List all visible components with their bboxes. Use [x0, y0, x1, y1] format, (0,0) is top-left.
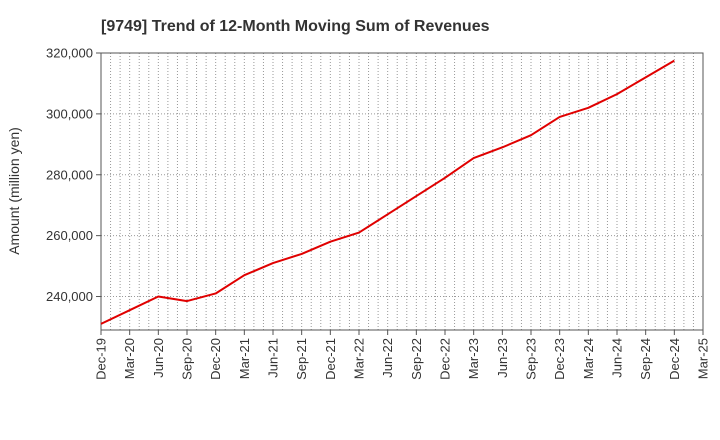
x-tick-label: Jun-22 [380, 338, 395, 378]
x-tick-label: Sep-24 [638, 338, 653, 380]
x-tick-label: Mar-25 [696, 338, 711, 379]
x-tick-label: Mar-21 [237, 338, 252, 379]
x-tick-label: Jun-24 [610, 338, 625, 378]
y-tick-label: 240,000 [46, 289, 93, 304]
x-tick-label: Jun-20 [151, 338, 166, 378]
x-tick-label: Sep-23 [524, 338, 539, 380]
x-tick-label: Sep-20 [180, 338, 195, 380]
x-tick-label: Sep-22 [409, 338, 424, 380]
x-tick-label: Mar-20 [122, 338, 137, 379]
x-tick-label: Dec-23 [552, 338, 567, 380]
chart-title: [9749] Trend of 12-Month Moving Sum of R… [101, 18, 490, 35]
y-tick-label: 260,000 [46, 228, 93, 243]
x-tick-label: Dec-24 [667, 338, 682, 380]
x-tick-label: Mar-22 [352, 338, 367, 379]
plot-area-frame [100, 52, 704, 331]
x-tick-label: Dec-22 [438, 338, 453, 380]
y-axis-label: Amount (million yen) [6, 127, 22, 255]
x-tick-label: Sep-21 [294, 338, 309, 380]
y-axis-ticks: 240,000 260,000 280,000 300,000 320,000 [46, 46, 101, 304]
x-tick-label: Jun-23 [495, 338, 510, 378]
series-layer [100, 59, 675, 325]
x-axis-ticks: Dec-19 Mar-20 Jun-20 Sep-20 Dec-20 Mar-21 Jun-… [94, 330, 711, 380]
y-tick-label: 320,000 [46, 46, 93, 61]
x-tick-label: Mar-23 [466, 338, 481, 379]
series-line [100, 59, 675, 325]
x-tick-label: Dec-19 [94, 338, 109, 380]
y-tick-label: 300,000 [46, 106, 93, 121]
x-tick-label: Dec-20 [208, 338, 223, 380]
x-tick-label: Jun-21 [266, 338, 281, 378]
x-tick-label: Mar-24 [581, 338, 596, 379]
x-tick-label: Dec-21 [323, 338, 338, 380]
y-tick-label: 280,000 [46, 167, 93, 182]
grid-lines [101, 52, 703, 330]
